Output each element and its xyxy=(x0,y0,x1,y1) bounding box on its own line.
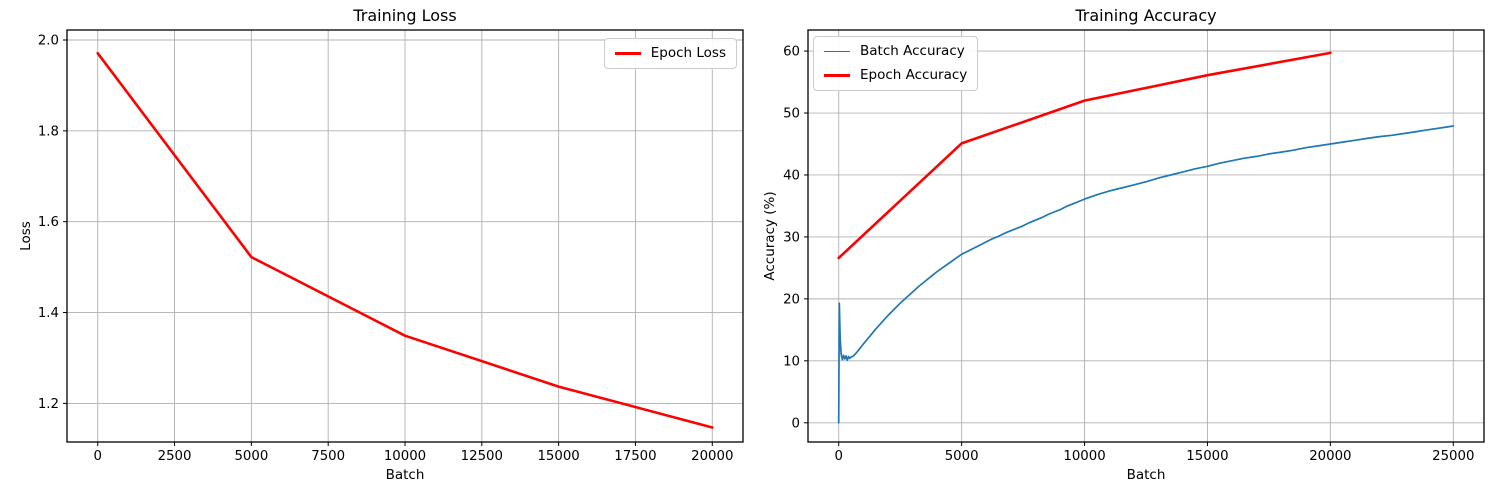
epoch-loss-line-swatch xyxy=(614,52,641,55)
legend-entry-epoch-accuracy: Epoch Accuracy xyxy=(824,67,967,84)
axis-ticks: 0 5000 10000 15000 20000 25000 0 10 20 30 40 50 60 xyxy=(783,45,1474,464)
batch-accuracy-line-swatch xyxy=(824,50,850,53)
x-tick-label: 10000 xyxy=(1063,449,1105,464)
epoch-accuracy-line xyxy=(837,51,1332,260)
x-tick-label: 7500 xyxy=(311,449,345,464)
x-tick-label: 15000 xyxy=(1186,449,1228,464)
training-loss-subplot: 0 2500 5000 7500 10000 12500 15000 17500 20000 1.… xyxy=(18,6,744,483)
y-tick-label: 2.0 xyxy=(38,33,59,48)
grid-lines xyxy=(808,30,1484,442)
y-tick-label: 60 xyxy=(783,45,800,60)
x-tick-label: 15000 xyxy=(537,449,579,464)
loss-y-axis-label: Loss xyxy=(18,221,34,251)
x-tick-label: 25000 xyxy=(1432,449,1474,464)
training-accuracy-subplot: 0 5000 10000 15000 20000 25000 0 10 20 30 40 50 60 T… xyxy=(750,0,1500,500)
y-tick-label: 40 xyxy=(783,168,800,183)
series-lines xyxy=(837,51,1455,424)
y-tick-label: 50 xyxy=(783,107,800,122)
legend-label: Epoch Loss xyxy=(650,45,726,61)
accuracy-chart-title: Training Accuracy xyxy=(1075,6,1217,25)
grid-lines xyxy=(67,30,743,442)
y-tick-label: 1.6 xyxy=(38,215,59,230)
x-tick-label: 12500 xyxy=(461,449,503,464)
loss-legend: Epoch Loss xyxy=(603,38,737,69)
loss-chart-canvas: 0 2500 5000 7500 10000 12500 15000 17500 20000 1.… xyxy=(38,29,744,464)
accuracy-chart-canvas: 0 5000 10000 15000 20000 25000 0 10 20 30 40 50 60 xyxy=(783,29,1485,464)
y-tick-label: 30 xyxy=(783,230,800,245)
x-tick-label: 17500 xyxy=(614,449,656,464)
y-tick-label: 1.2 xyxy=(38,397,59,412)
x-tick-label: 0 xyxy=(93,449,101,464)
legend-label: Batch Accuracy xyxy=(860,43,965,59)
batch-accuracy-line xyxy=(837,125,1455,424)
x-tick-label: 10000 xyxy=(384,449,426,464)
x-tick-label: 0 xyxy=(834,449,842,464)
loss-x-axis-label: Batch xyxy=(385,467,425,483)
x-tick-label: 20000 xyxy=(1309,449,1351,464)
series-lines xyxy=(96,51,714,429)
axis-ticks: 0 2500 5000 7500 10000 12500 15000 17500 20000 1.… xyxy=(38,33,734,464)
x-tick-label: 2500 xyxy=(158,449,192,464)
y-tick-label: 1.8 xyxy=(38,124,59,139)
x-tick-label: 5000 xyxy=(945,449,979,464)
axes-border xyxy=(807,29,1485,443)
x-tick-label: 5000 xyxy=(234,449,268,464)
legend-entry-batch-accuracy: Batch Accuracy xyxy=(824,43,967,60)
y-tick-label: 10 xyxy=(783,354,800,369)
y-tick-label: 1.4 xyxy=(38,306,59,321)
loss-chart-title: Training Loss xyxy=(353,6,457,25)
accuracy-y-axis-label: Accuracy (%) xyxy=(762,191,778,281)
epoch-loss-line xyxy=(96,51,714,429)
epoch-accuracy-line-swatch xyxy=(824,74,850,77)
legend-label: Epoch Accuracy xyxy=(860,67,968,83)
y-tick-label: 0 xyxy=(792,416,800,431)
y-tick-label: 20 xyxy=(783,292,800,307)
legend-entry-epoch-loss: Epoch Loss xyxy=(614,45,726,62)
accuracy-legend: Batch Accuracy Epoch Accuracy xyxy=(813,36,979,91)
accuracy-x-axis-label: Batch xyxy=(1126,467,1166,483)
x-tick-label: 20000 xyxy=(691,449,733,464)
